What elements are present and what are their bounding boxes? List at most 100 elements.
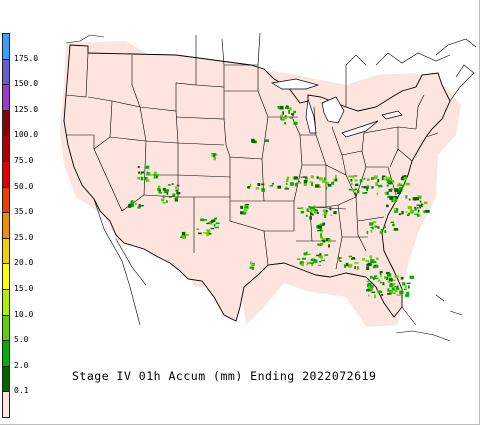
precip-cell	[423, 210, 427, 213]
precip-cell	[160, 198, 165, 201]
precip-cell	[300, 176, 303, 179]
precip-cell	[286, 176, 290, 180]
precip-cell	[137, 176, 141, 180]
precip-cell	[257, 183, 261, 186]
precip-cell	[319, 223, 325, 227]
precip-cell	[370, 227, 374, 229]
precip-cell	[400, 189, 403, 192]
precip-cell	[362, 192, 366, 194]
legend-tick-label: 150.0	[14, 79, 39, 89]
precip-cell	[143, 177, 148, 180]
precip-cell	[134, 202, 137, 205]
precip-cell	[322, 209, 326, 212]
precip-cell	[291, 113, 294, 115]
precip-cell	[372, 277, 377, 279]
precip-cell	[401, 210, 404, 215]
precip-cell	[399, 290, 404, 295]
precip-cell	[200, 218, 204, 221]
precip-cell	[251, 139, 256, 143]
precip-cell	[210, 155, 214, 157]
precip-cell	[380, 229, 384, 232]
precip-cell	[394, 197, 398, 202]
precip-cell	[321, 238, 326, 240]
precip-cell	[352, 257, 355, 259]
precip-cell	[420, 203, 424, 205]
precip-cell	[381, 176, 384, 181]
precip-cell	[303, 179, 308, 184]
precip-cell	[393, 208, 396, 210]
precip-cell	[406, 214, 410, 216]
legend-swatch	[2, 289, 10, 316]
precip-cell	[371, 177, 375, 180]
precip-cell	[389, 290, 393, 294]
precip-cell	[345, 262, 349, 267]
precip-cell	[309, 216, 312, 220]
precip-cell	[140, 173, 143, 175]
precip-cell	[320, 233, 322, 237]
precip-cell	[208, 233, 212, 235]
precip-cell	[182, 236, 186, 239]
precip-cell	[303, 182, 307, 186]
precip-cell	[386, 276, 389, 280]
precip-cell	[378, 184, 383, 188]
legend-swatch	[2, 237, 10, 265]
precip-cell	[144, 166, 150, 169]
precip-cell	[185, 234, 189, 236]
precip-cell	[215, 154, 218, 156]
precip-cell	[393, 279, 396, 281]
precip-cell	[379, 273, 382, 275]
precip-cell	[363, 186, 367, 189]
precip-cell	[168, 196, 172, 198]
conus-map	[60, 32, 476, 342]
precip-cell	[373, 264, 378, 267]
precip-cell	[319, 261, 322, 263]
precip-cell	[181, 231, 186, 236]
precip-cell	[367, 282, 372, 286]
precip-cell	[326, 238, 330, 242]
precip-cell	[328, 238, 332, 243]
precip-cell	[298, 180, 301, 183]
precip-cell	[390, 188, 393, 190]
precip-cell	[366, 185, 370, 189]
precip-cell	[137, 166, 140, 169]
precip-cell	[316, 176, 319, 179]
precip-cell	[289, 182, 294, 186]
legend-swatch	[2, 391, 10, 418]
legend-tick-label: 10.0	[14, 309, 34, 319]
precip-cell	[141, 171, 144, 174]
precip-cell	[405, 195, 408, 199]
precip-cell	[247, 186, 250, 189]
precip-cell	[354, 262, 359, 264]
precip-cell	[365, 260, 370, 262]
precip-cell	[305, 214, 308, 217]
precip-cell	[289, 116, 292, 119]
precip-cell	[172, 193, 176, 197]
legend-tick-label: 35.0	[14, 207, 34, 217]
precip-cell	[375, 182, 379, 186]
precip-cell	[166, 192, 169, 195]
precip-cell	[375, 264, 379, 268]
precip-cell	[310, 175, 314, 179]
precip-cell	[367, 287, 372, 290]
precip-cell	[389, 283, 393, 288]
precip-cell	[310, 212, 313, 215]
precip-cell	[301, 207, 304, 210]
precip-cell	[175, 186, 177, 190]
precip-cell	[382, 282, 385, 286]
precip-cell	[410, 208, 413, 211]
precip-cell	[366, 266, 370, 270]
great-lakes	[271, 78, 403, 138]
precip-cell	[320, 229, 324, 233]
precip-cell	[372, 221, 377, 223]
precip-cell	[293, 110, 296, 114]
precip-cell	[388, 188, 393, 192]
precip-cell	[351, 189, 357, 192]
precip-cell	[322, 222, 326, 226]
precip-cell	[394, 199, 398, 202]
precip-cell	[394, 188, 399, 192]
precip-cell	[153, 171, 157, 175]
precip-cell	[212, 154, 216, 158]
precip-cell	[396, 285, 399, 289]
precip-cell	[415, 197, 419, 201]
precip-cell	[375, 257, 379, 260]
